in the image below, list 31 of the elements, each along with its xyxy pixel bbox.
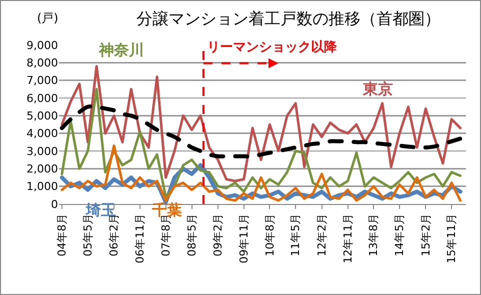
chart-title: 分譲マンション着工戸数の推移（首都圏） — [136, 9, 440, 28]
y-tick-label: 0 — [51, 198, 58, 211]
y-tick-label: 9,000 — [26, 38, 58, 52]
x-tick-label: 14年5月 — [393, 213, 406, 256]
x-tick-label: 06年11月 — [133, 213, 146, 264]
x-tick-label: 04年8月 — [56, 213, 69, 256]
text: 神奈川 — [98, 41, 144, 59]
line-series — [60, 64, 462, 182]
x-tick-label: 12年2月 — [315, 213, 328, 256]
x-tick-label: 10年8月 — [263, 213, 276, 256]
y-axis-title: (戸) — [37, 11, 58, 25]
ref-line-label: リーマンショック以降 — [207, 40, 338, 55]
x-tick-label: 11年5月 — [289, 213, 302, 256]
y-tick-label: 8,000 — [26, 56, 58, 70]
y-tick-label: 7,000 — [26, 74, 58, 88]
line-series — [60, 104, 462, 158]
y-tick-label: 2,000 — [26, 162, 58, 176]
y-tick-label: 5,000 — [26, 110, 58, 123]
line-series — [60, 144, 462, 202]
y-tick-label: 1,000 — [26, 180, 58, 194]
x-tick-label: 15年2月 — [419, 213, 432, 256]
x-tick-label: 09年2月 — [212, 213, 225, 256]
x-tick-label: 09年11月 — [237, 213, 250, 264]
y-tick-label: 4,000 — [26, 127, 58, 140]
x-tick-label: 08年5月 — [185, 213, 198, 256]
y-tick-label: 6,000 — [26, 92, 58, 105]
series-label: 東京 — [362, 80, 393, 98]
y-tick-label: 3,000 — [26, 144, 58, 158]
x-tick-label: 15年11月 — [445, 213, 458, 264]
x-tick-label: 13年8月 — [367, 213, 380, 256]
x-tick-label: 12年11月 — [341, 213, 354, 264]
